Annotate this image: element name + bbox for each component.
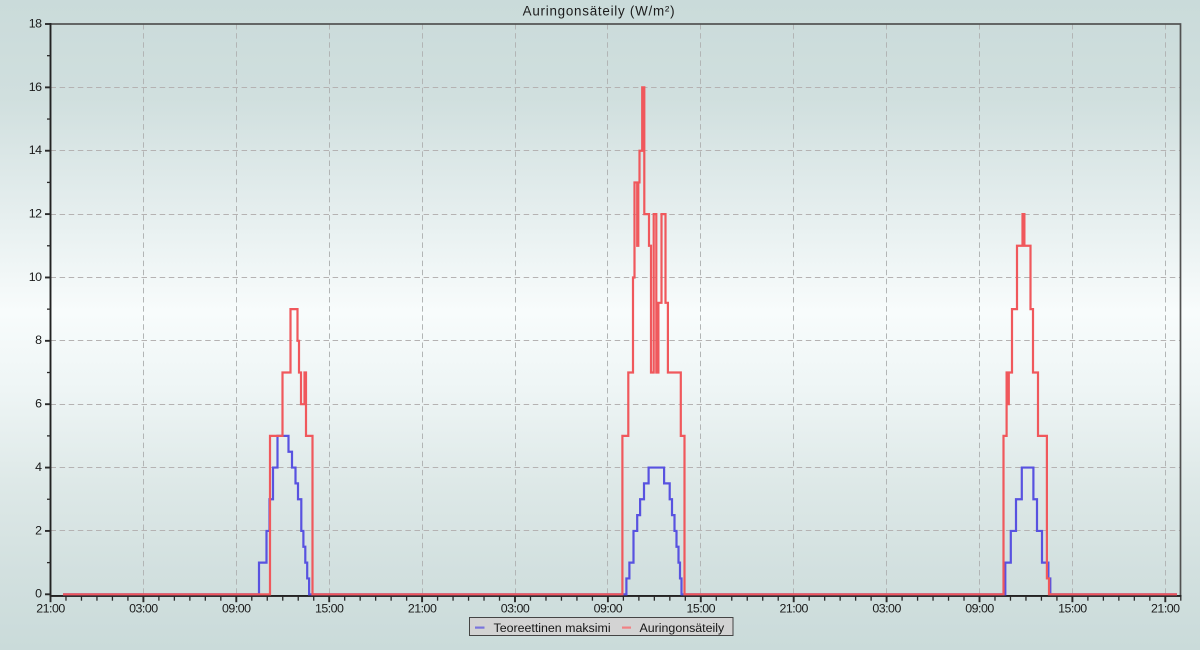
svg-text:18: 18 <box>29 16 42 30</box>
svg-text:21:00: 21:00 <box>408 601 437 615</box>
svg-text:03:00: 03:00 <box>501 601 530 615</box>
svg-text:10: 10 <box>29 270 42 284</box>
svg-text:Teoreettinen maksimi: Teoreettinen maksimi <box>494 621 611 635</box>
svg-text:09:00: 09:00 <box>594 601 623 615</box>
svg-text:21:00: 21:00 <box>1151 601 1180 615</box>
svg-text:03:00: 03:00 <box>129 601 158 615</box>
svg-text:0: 0 <box>35 587 42 601</box>
svg-text:4: 4 <box>35 460 42 474</box>
svg-text:2: 2 <box>35 523 42 537</box>
svg-text:Auringonsäteily (W/m²): Auringonsäteily (W/m²) <box>523 3 676 18</box>
svg-text:14: 14 <box>29 143 42 157</box>
svg-text:12: 12 <box>29 207 42 221</box>
svg-text:09:00: 09:00 <box>965 601 994 615</box>
svg-text:15:00: 15:00 <box>315 601 344 615</box>
svg-text:15:00: 15:00 <box>1058 601 1087 615</box>
svg-text:21:00: 21:00 <box>36 601 65 615</box>
svg-text:6: 6 <box>35 397 42 411</box>
svg-text:8: 8 <box>35 333 42 347</box>
svg-text:03:00: 03:00 <box>872 601 901 615</box>
svg-text:09:00: 09:00 <box>222 601 251 615</box>
svg-text:Auringonsäteily: Auringonsäteily <box>640 621 726 635</box>
svg-text:21:00: 21:00 <box>779 601 808 615</box>
svg-text:15:00: 15:00 <box>687 601 716 615</box>
svg-text:16: 16 <box>29 80 42 94</box>
